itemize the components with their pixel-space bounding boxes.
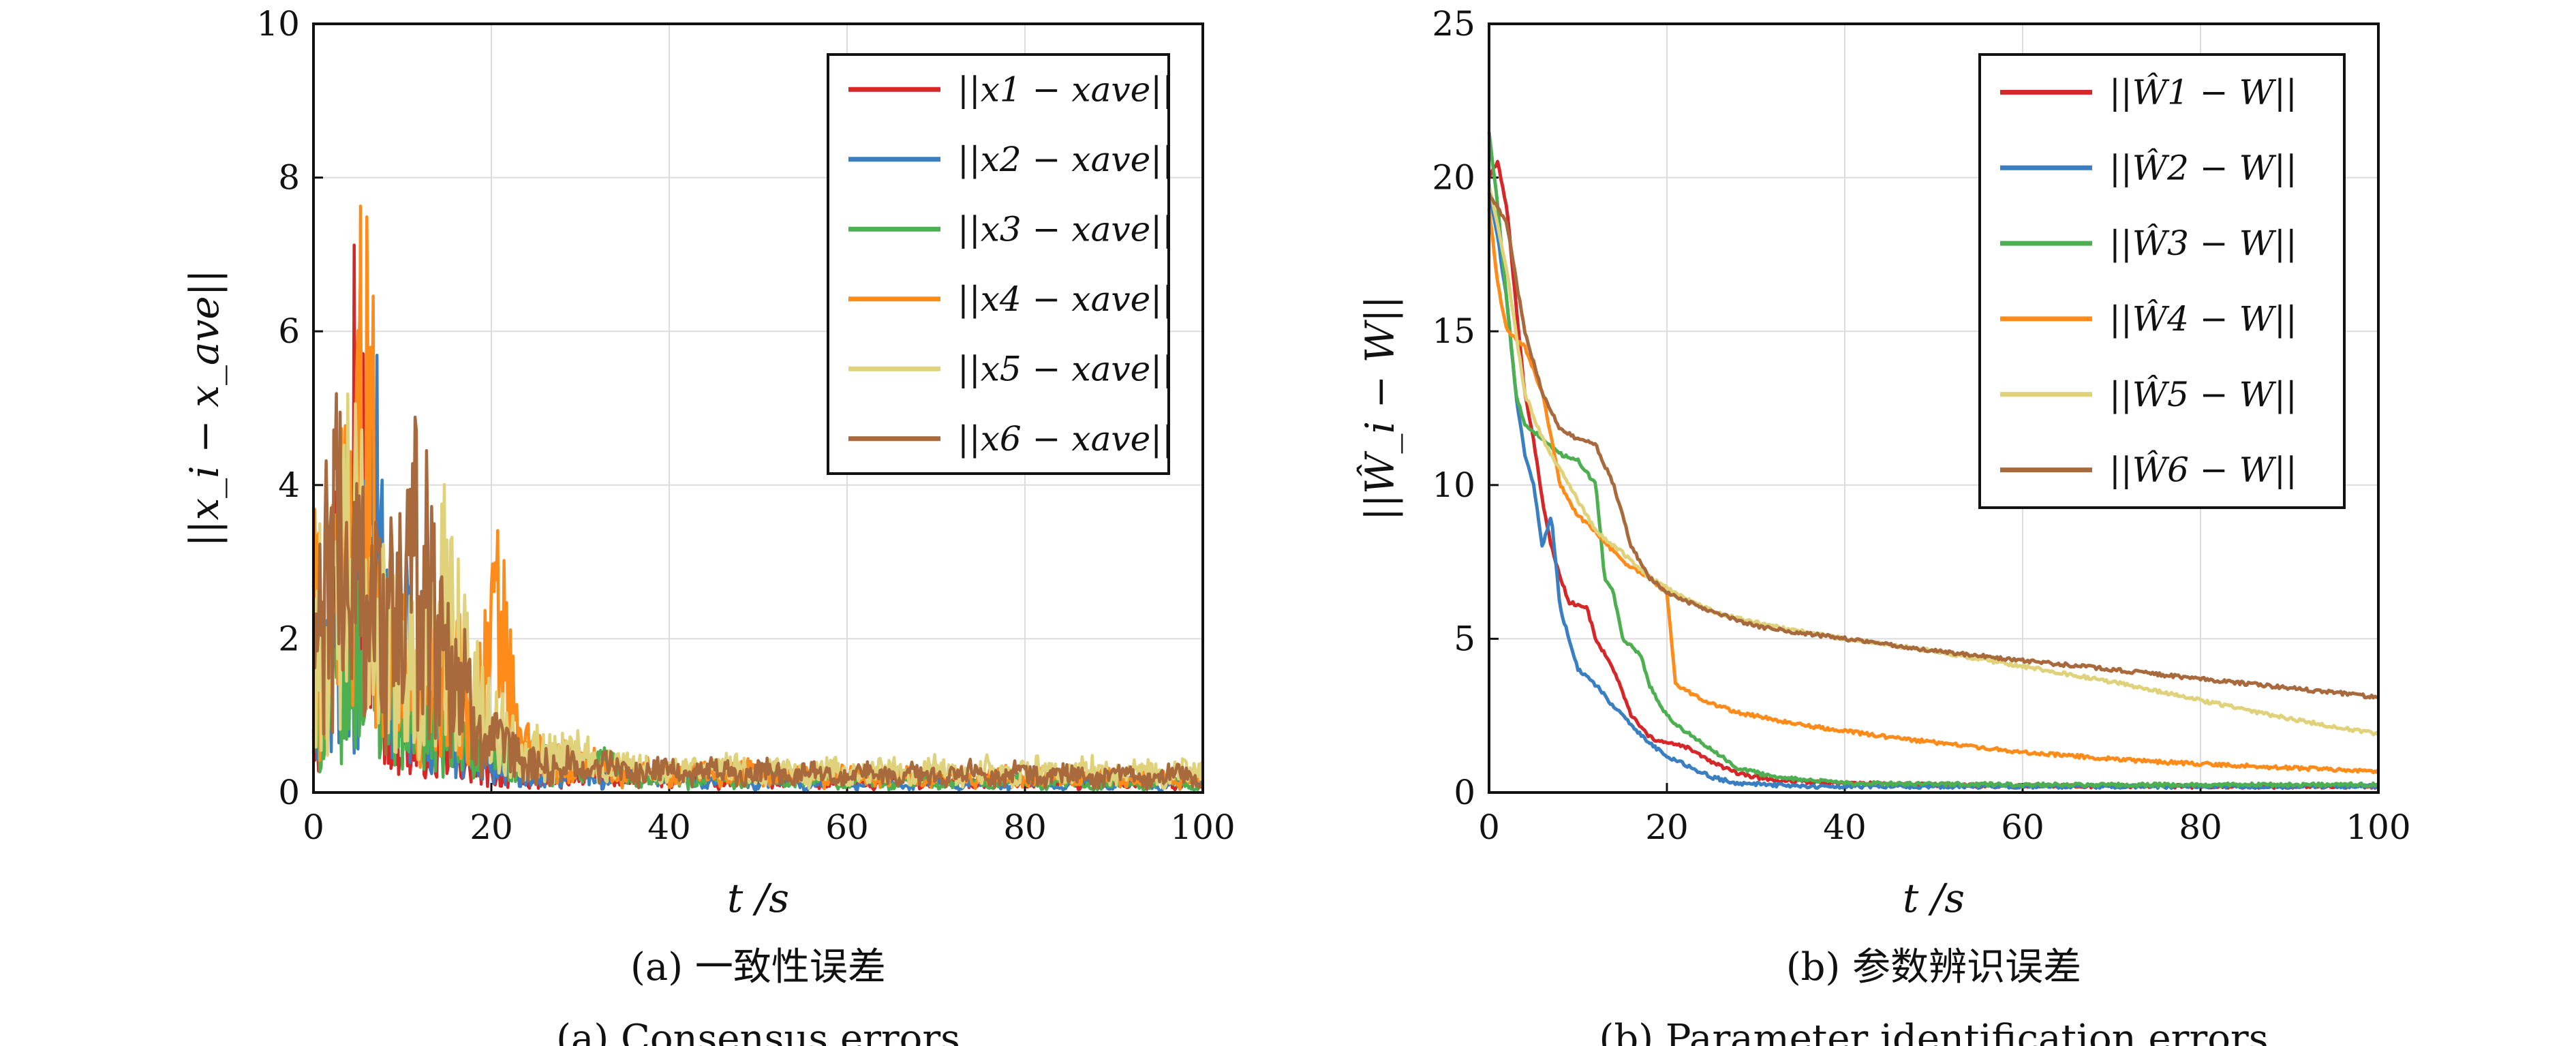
y-tick-label: 4	[278, 465, 300, 505]
legend-entry-1: ||x1 − xave||	[957, 70, 1174, 109]
b-caption-en: (b) Parameter identification errors	[1599, 1017, 2269, 1046]
series-line-4	[1487, 208, 2380, 775]
x-tick-label: 80	[1003, 807, 1047, 847]
x-tick-label: 100	[2346, 807, 2410, 847]
panel-a-consensus-errors: 0 20 40 60 80 100 0 2 4 6 8 10 ||x_i − x_ave|| t /s…	[181, 4, 1236, 1046]
x-tick-label: 20	[1645, 807, 1689, 847]
b-tick-labels: 0 20 40 60 80 100 0 5 10 15 20 25	[1432, 4, 2410, 847]
x-tick-label: 40	[1823, 807, 1867, 847]
series-line-6	[1487, 192, 2379, 700]
a-tick-labels: 0 20 40 60 80 100 0 2 4 6 8 10	[256, 4, 1235, 847]
series-line-3	[1487, 132, 2378, 788]
y-tick-label: 10	[256, 4, 300, 44]
x-tick-label: 60	[825, 807, 869, 847]
x-tick-label: 80	[2179, 807, 2222, 847]
legend-entry-5: ||x5 − xave||	[957, 349, 1174, 388]
y-tick-label: 6	[278, 311, 300, 351]
x-tick-label: 100	[1170, 807, 1235, 847]
x-tick-label: 0	[303, 807, 324, 847]
y-tick-label: 5	[1454, 619, 1475, 658]
b-y-axis-label: ||Ŵ_i − W||	[1357, 296, 1403, 521]
y-tick-label: 0	[278, 773, 300, 812]
legend-entry-5: ||Ŵ5 − W||	[2109, 374, 2297, 414]
y-tick-label: 15	[1432, 311, 1475, 351]
b-series-lines	[1487, 132, 2380, 790]
legend-box	[827, 53, 1170, 475]
a-x-axis-label: t /s	[727, 875, 789, 921]
legend-entry-1: ||Ŵ1 − W||	[2109, 72, 2297, 112]
b-plot-frame	[1488, 22, 2380, 794]
y-tick-label: 8	[278, 158, 300, 198]
legend-entry-4: ||Ŵ4 − W||	[2109, 298, 2297, 339]
a-plot-frame	[312, 22, 1204, 794]
a-caption-en: (a) Consensus errors	[556, 1017, 960, 1046]
series-line-6	[313, 392, 1204, 791]
legend-entry-2: ||x2 − xave||	[957, 140, 1174, 179]
x-tick-label: 0	[1478, 807, 1500, 847]
legend-entry-3: ||Ŵ3 − W||	[2109, 223, 2297, 263]
a-series-lines	[311, 204, 1205, 793]
b-caption-cn: (b) 参数辨识误差	[1786, 945, 2081, 989]
b-legend: ||Ŵ1 − W|| ||Ŵ2 − W|| ||Ŵ3 − W|| ||Ŵ4 − W||…	[1978, 53, 2346, 509]
y-tick-label: 20	[1432, 158, 1475, 198]
b-x-axis-label: t /s	[1903, 875, 1965, 921]
legend-entry-3: ||x3 − xave||	[957, 209, 1174, 249]
a-legend: ||x1 − xave|| ||x2 − xave|| ||x3 − xave|| |…	[827, 53, 1174, 475]
legend-entry-6: ||x6 − xave||	[957, 419, 1174, 459]
legend-entry-6: ||Ŵ6 − W||	[2109, 450, 2297, 490]
a-y-axis-label: ||x_i − x_ave||	[181, 269, 228, 547]
y-tick-label: 25	[1432, 4, 1475, 44]
legend-box	[1978, 53, 2346, 509]
a-caption-cn: (a) 一致性误差	[630, 945, 886, 989]
y-tick-label: 2	[278, 619, 300, 658]
legend-entry-2: ||Ŵ2 − W||	[2109, 147, 2297, 187]
x-tick-label: 60	[2001, 807, 2044, 847]
legend-entry-4: ||x4 − xave||	[957, 279, 1174, 319]
y-tick-label: 10	[1432, 465, 1475, 505]
x-tick-label: 40	[647, 807, 691, 847]
y-tick-label: 0	[1454, 773, 1475, 812]
x-tick-label: 20	[470, 807, 513, 847]
